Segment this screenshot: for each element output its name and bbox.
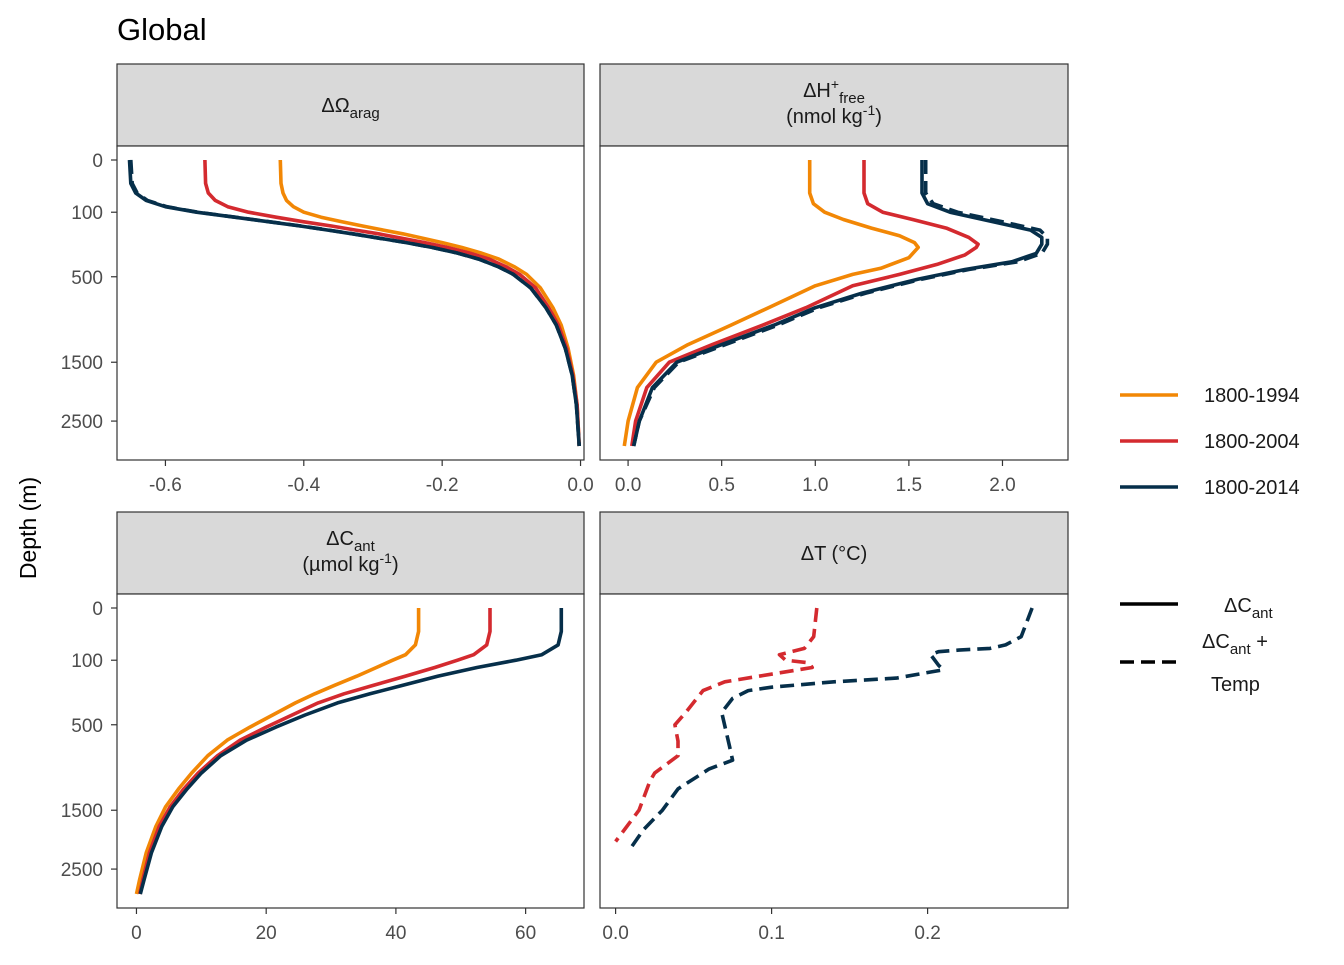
facet-strip-omega xyxy=(116,63,585,147)
x-tick-label-cant: 20 xyxy=(256,923,277,944)
facet-strip-units-hplus: (nmol kg-1) xyxy=(786,102,882,128)
legend-label-cant-temp: ΔCant + xyxy=(1202,631,1268,658)
strip-label-main: ΔC xyxy=(326,528,354,550)
legend-label-1800-2014: 1800-2014 xyxy=(1204,477,1300,499)
series-line-omega-1800-1994-solid xyxy=(278,159,581,447)
strip-units-text: (µmol kg xyxy=(302,554,379,576)
plot-area-cant xyxy=(116,593,585,909)
series-line-cant-1800-2004-solid xyxy=(137,608,492,895)
x-tick-label-omega: 0.0 xyxy=(567,475,593,496)
strip-label-main: ΔT (°C) xyxy=(801,543,868,565)
series-line-omega-1800-2004-solid xyxy=(203,159,581,447)
y-tick-label-cant: 0 xyxy=(92,599,103,620)
legend-label-tail: + xyxy=(1251,631,1268,653)
x-tick-label-hplus: 2.0 xyxy=(989,475,1015,496)
y-axis-title: Depth (m) xyxy=(15,477,41,579)
x-tick-label-cant: 60 xyxy=(515,923,536,944)
x-tick-label-temp: 0.0 xyxy=(602,923,628,944)
y-tick-label-omega: 0 xyxy=(92,151,103,172)
series-line-temp-1800-2014-dashed xyxy=(629,607,1034,849)
facet-strip-cant xyxy=(116,511,585,595)
legend-label-sub: ant xyxy=(1252,605,1274,622)
panel-omega: ΔΩarag -0.6 -0.4 -0.2 0.0 0 100 500 1500 2500 xyxy=(61,63,594,496)
panel-temp: ΔT (°C) 0.0 0.1 0.2 xyxy=(599,511,1069,944)
y-tick-label-cant: 100 xyxy=(71,651,103,672)
strip-units-text: (nmol kg xyxy=(786,106,863,128)
series-line-cant-1800-2014-solid xyxy=(138,608,564,895)
y-tick-label-cant: 2500 xyxy=(61,860,103,881)
x-tick-label-omega: -0.2 xyxy=(426,475,459,496)
legend-label-main: ΔC xyxy=(1202,631,1230,653)
figure-title: Global xyxy=(117,12,207,47)
series-line-omega-1800-2014-dashed xyxy=(129,159,581,447)
x-tick-label-hplus: 0.5 xyxy=(708,475,734,496)
facet-strip-temp xyxy=(599,511,1069,595)
x-tick-label-cant: 40 xyxy=(385,923,406,944)
plot-area-omega xyxy=(116,145,585,461)
facet-strip-hplus xyxy=(599,63,1069,147)
plot-area-temp xyxy=(599,593,1069,909)
strip-units-end: ) xyxy=(392,554,399,576)
x-tick-label-temp: 0.2 xyxy=(914,923,940,944)
x-tick-label-hplus: 1.0 xyxy=(802,475,828,496)
legend-label-main: ΔC xyxy=(1224,595,1252,617)
strip-label-sub: arag xyxy=(350,105,380,122)
strip-label-sub: ant xyxy=(354,538,376,555)
x-tick-label-temp: 0.1 xyxy=(758,923,784,944)
strip-label-sub: free xyxy=(839,90,865,107)
series-line-hplus-1800-1994-solid xyxy=(622,160,921,447)
legend-label-1800-2004: 1800-2004 xyxy=(1204,431,1300,453)
x-tick-label-omega: -0.4 xyxy=(287,475,320,496)
strip-units-sup: -1 xyxy=(863,102,876,118)
legend-label-cant: ΔCant xyxy=(1224,595,1273,622)
facet-panels: ΔΩarag -0.6 -0.4 -0.2 0.0 0 100 500 1500 2500 ΔH+f… xyxy=(61,63,1069,944)
x-tick-label-cant: 0 xyxy=(131,923,142,944)
facet-strip-label-hplus: ΔH+free xyxy=(803,76,865,107)
y-tick-label-omega: 500 xyxy=(71,268,103,289)
series-line-cant-1800-1994-solid xyxy=(134,608,421,895)
x-tick-label-hplus: 1.5 xyxy=(896,475,922,496)
y-tick-label-cant: 500 xyxy=(71,716,103,737)
series-line-hplus-1800-2014-dashed xyxy=(631,160,1050,447)
y-tick-label-cant: 1500 xyxy=(61,801,103,822)
series-line-hplus-1800-2004-solid xyxy=(630,160,980,447)
panel-hplus: ΔH+free(nmol kg-1) 0.0 0.5 1.0 1.5 2.0 xyxy=(599,63,1069,496)
facet-strip-label-omega: ΔΩarag xyxy=(321,95,379,122)
y-tick-label-omega: 2500 xyxy=(61,412,103,433)
facet-strip-units-cant: (µmol kg-1) xyxy=(302,550,398,576)
y-tick-label-omega: 100 xyxy=(71,203,103,224)
facet-strip-label-cant: ΔCant xyxy=(326,528,375,555)
facet-strip-label-temp: ΔT (°C) xyxy=(801,543,868,565)
strip-label-main: ΔΩ xyxy=(321,95,349,117)
strip-units-end: ) xyxy=(875,106,882,128)
legend-label-1800-1994: 1800-1994 xyxy=(1204,385,1300,407)
legend-label-sub: ant xyxy=(1230,641,1252,658)
legend-label-temp: Temp xyxy=(1211,674,1260,696)
x-tick-label-hplus: 0.0 xyxy=(615,475,641,496)
x-tick-label-omega: -0.6 xyxy=(149,475,182,496)
series-line-temp-1800-2004-dashed xyxy=(614,607,819,843)
y-tick-label-omega: 1500 xyxy=(61,353,103,374)
strip-label-sup: + xyxy=(831,76,839,92)
strip-label-main: ΔH xyxy=(803,80,831,102)
strip-units-sup: -1 xyxy=(379,550,392,566)
panel-cant: ΔCant(µmol kg-1) 0 20 40 60 0 100 500 1500 2500 xyxy=(61,511,585,944)
